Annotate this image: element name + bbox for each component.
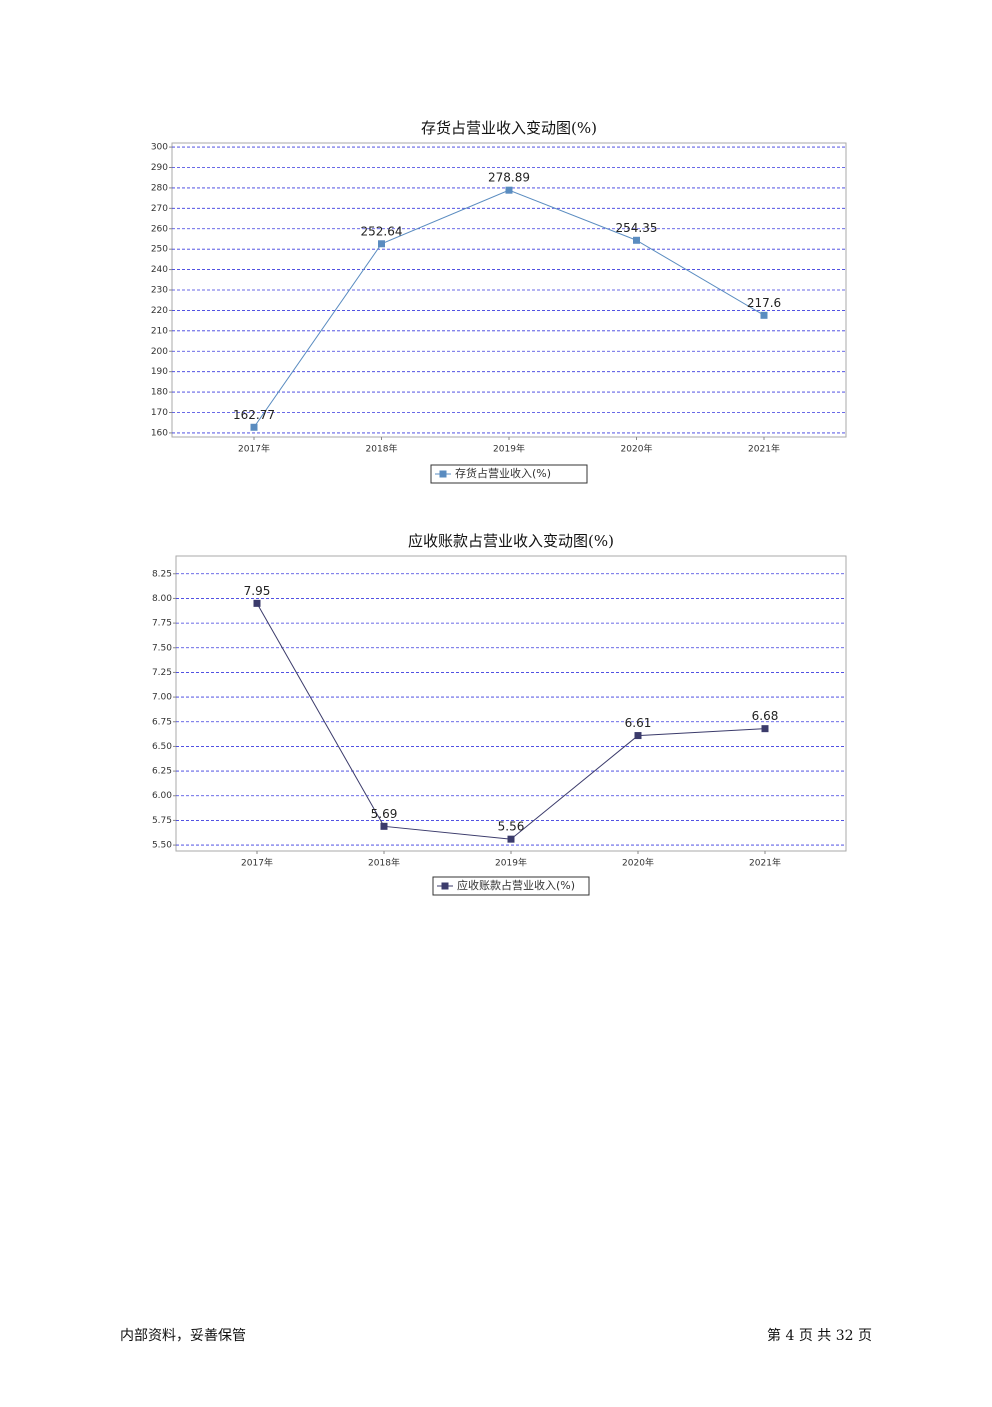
- y-tick-label: 6.00: [152, 791, 172, 801]
- y-tick-label: 6.75: [152, 717, 172, 727]
- legend-marker: [441, 882, 449, 890]
- data-label: 5.69: [371, 807, 398, 821]
- data-point: [378, 240, 385, 248]
- y-tick-label: 170: [151, 408, 168, 418]
- legend-label: 应收账款占营业收入(%): [457, 878, 575, 892]
- x-tick-label: 2018年: [368, 857, 400, 869]
- y-tick-label: 7.75: [152, 619, 172, 629]
- data-point: [633, 236, 640, 244]
- x-tick-label: 2019年: [493, 443, 525, 455]
- y-tick-label: 290: [151, 163, 168, 173]
- data-label: 254.35: [616, 221, 658, 235]
- y-tick-label: 180: [151, 388, 168, 398]
- x-tick-label: 2018年: [366, 443, 398, 455]
- data-point: [760, 311, 768, 319]
- y-tick-label: 7.50: [152, 643, 172, 653]
- chart-title: 存货占营业收入变动图(%): [421, 119, 597, 137]
- data-label: 6.68: [752, 709, 779, 723]
- data-point: [253, 599, 261, 607]
- data-point: [507, 835, 515, 843]
- data-label: 162.77: [233, 408, 275, 422]
- data-label: 5.56: [498, 820, 525, 834]
- y-tick-label: 7.25: [152, 668, 172, 678]
- y-tick-label: 6.25: [152, 767, 172, 777]
- data-label: 252.64: [361, 224, 403, 238]
- y-tick-label: 280: [151, 183, 168, 193]
- footer-right: 第 4 页 共 32 页: [767, 1327, 872, 1344]
- y-tick-label: 7.00: [152, 693, 172, 703]
- legend-label: 存货占营业收入(%): [455, 466, 551, 480]
- data-point: [505, 186, 513, 194]
- y-tick-label: 300: [151, 143, 168, 153]
- legend-marker: [439, 470, 447, 478]
- legend-box: [432, 876, 590, 896]
- y-tick-label: 8.00: [152, 594, 172, 604]
- data-label: 217.6: [747, 296, 781, 310]
- y-tick-label: 6.50: [152, 742, 172, 752]
- x-tick-label: 2019年: [495, 857, 527, 869]
- data-label: 6.61: [625, 716, 652, 730]
- y-tick-label: 220: [151, 306, 168, 316]
- y-tick-label: 200: [151, 347, 168, 357]
- footer-left: 内部资料，妥善保管: [120, 1328, 246, 1344]
- y-tick-label: 210: [151, 326, 168, 336]
- chart-title: 应收账款占营业收入变动图(%): [408, 532, 614, 550]
- y-tick-label: 5.75: [152, 816, 172, 826]
- x-tick-label: 2020年: [622, 857, 654, 869]
- data-point: [250, 423, 258, 431]
- y-tick-label: 230: [151, 286, 168, 296]
- x-tick-label: 2021年: [748, 443, 780, 455]
- legend-box: [430, 464, 588, 484]
- x-tick-label: 2020年: [621, 443, 653, 455]
- data-point: [380, 822, 388, 830]
- data-point: [634, 732, 642, 740]
- x-tick-label: 2017年: [241, 857, 273, 869]
- x-tick-label: 2017年: [238, 443, 270, 455]
- y-tick-label: 260: [151, 224, 168, 234]
- y-tick-label: 240: [151, 265, 168, 275]
- data-label: 7.95: [244, 584, 271, 598]
- y-tick-label: 160: [151, 428, 168, 438]
- y-tick-label: 190: [151, 367, 168, 377]
- y-tick-label: 270: [151, 204, 168, 214]
- x-tick-label: 2021年: [749, 857, 781, 869]
- data-label: 278.89: [488, 171, 530, 185]
- y-tick-label: 8.25: [152, 569, 172, 579]
- y-tick-label: 250: [151, 245, 168, 255]
- y-tick-label: 5.50: [152, 841, 172, 851]
- data-point: [761, 725, 769, 733]
